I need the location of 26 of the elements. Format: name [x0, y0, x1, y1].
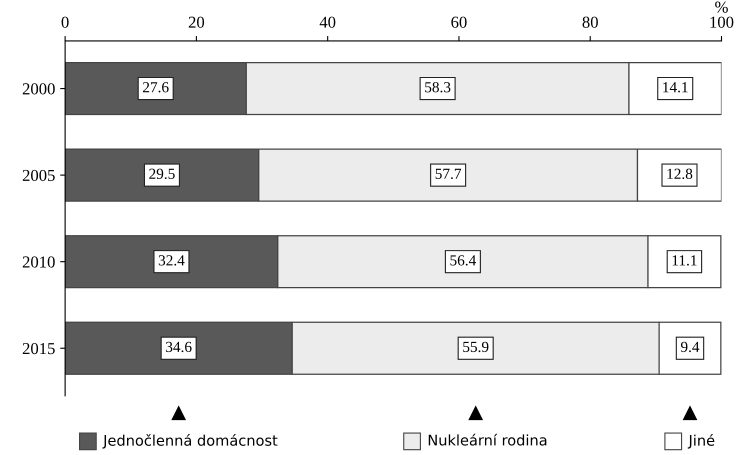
y-tick-label: 2015 — [22, 342, 55, 354]
data-label: 27.6 — [143, 82, 169, 92]
data-label: 11.1 — [672, 255, 697, 266]
x-tick-label: 40 — [320, 16, 336, 28]
x-tick-label: 0 — [62, 16, 69, 28]
data-label: 32.4 — [158, 255, 185, 266]
data-label: 12.8 — [667, 168, 692, 180]
legend-label: Nukleární rodina — [428, 434, 546, 446]
legend-label: Jednočlenná domácnost — [102, 434, 278, 449]
x-tick-label: 60 — [451, 16, 467, 28]
y-tick-label: 2000 — [22, 83, 55, 95]
data-label: 55.9 — [463, 342, 488, 352]
x-tick-label: 100 — [710, 16, 734, 28]
y-tick-label: 2010 — [22, 256, 55, 268]
legend-label: Jiné — [688, 434, 714, 449]
x-tick-label: 20 — [188, 16, 204, 28]
data-label: 14.1 — [663, 82, 688, 92]
data-label: 57.7 — [436, 168, 462, 180]
data-label: 29.5 — [149, 168, 175, 180]
x-tick-label: 80 — [582, 16, 598, 28]
data-label: 58.3 — [425, 82, 450, 92]
data-label: 9.4 — [680, 342, 700, 352]
y-tick-label: 2005 — [22, 170, 55, 182]
x-axis-title: % — [715, 1, 728, 13]
data-label: 56.4 — [450, 255, 476, 266]
data-label: 34.6 — [166, 342, 192, 352]
